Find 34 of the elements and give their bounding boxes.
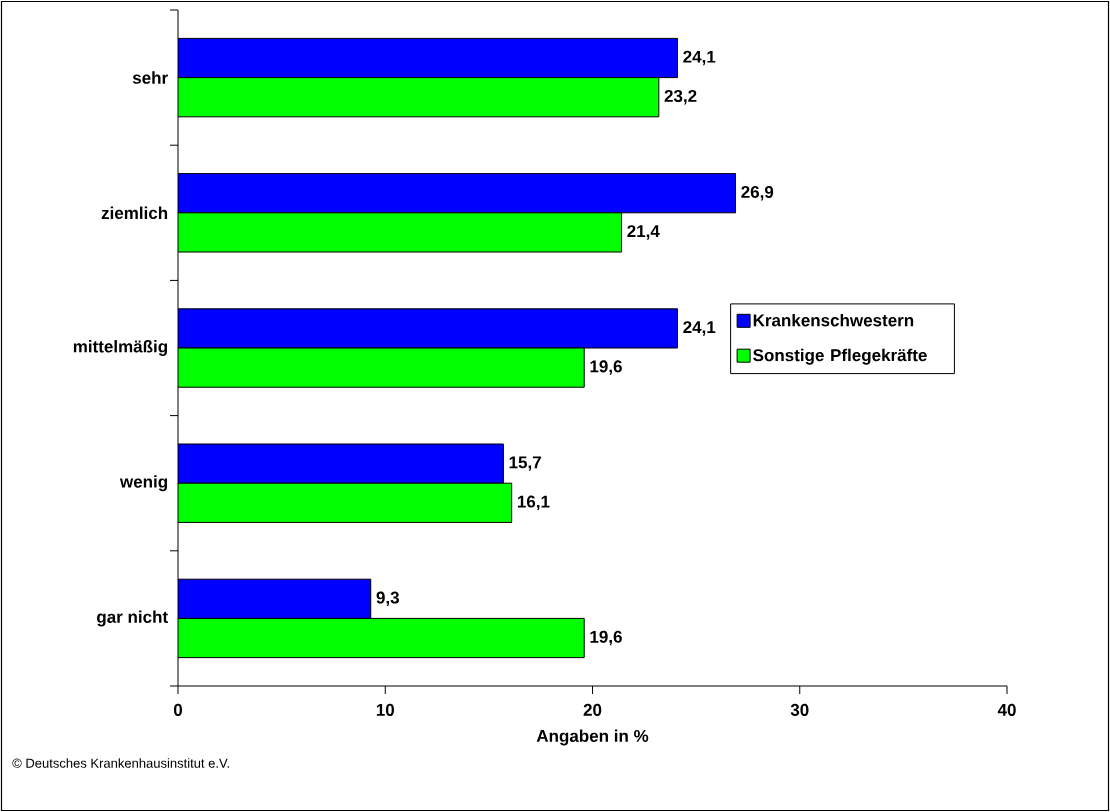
data-label: 26,9 bbox=[741, 185, 774, 201]
y-tick-label: sehr bbox=[132, 71, 168, 84]
bar bbox=[178, 308, 678, 349]
x-axis-title: Angaben in % bbox=[536, 729, 649, 746]
data-label: 19,6 bbox=[590, 630, 622, 646]
bar bbox=[178, 578, 372, 619]
y-tick-label: gar nicht bbox=[97, 610, 168, 627]
bar bbox=[178, 173, 737, 214]
data-label: 9,3 bbox=[376, 591, 399, 607]
bar bbox=[178, 443, 504, 484]
data-label: 19,6 bbox=[590, 360, 622, 375]
legend-label: Sonstige Pflegekräfte bbox=[753, 348, 927, 365]
x-tick-label: 30 bbox=[790, 703, 809, 716]
data-label: 21,4 bbox=[627, 225, 660, 240]
data-label: 15,7 bbox=[509, 456, 541, 471]
data-label: 16,1 bbox=[517, 495, 550, 511]
y-tick-label: mittelmäßig bbox=[73, 340, 167, 356]
y-tick-label: wenig bbox=[119, 475, 168, 492]
data-label: 23,2 bbox=[664, 89, 697, 105]
bar bbox=[178, 37, 678, 79]
x-tick-label: 10 bbox=[376, 703, 394, 716]
bar bbox=[178, 347, 585, 388]
legend-label: Krankenschwestern bbox=[753, 313, 914, 327]
text: © Deutsches Krankenhausinstitut e.V. bbox=[12, 758, 229, 768]
bar bbox=[178, 212, 623, 253]
bar bbox=[178, 77, 660, 118]
data-label: 24,1 bbox=[683, 321, 716, 336]
bar bbox=[178, 482, 513, 523]
bar bbox=[178, 617, 585, 659]
data-label: 24,1 bbox=[683, 50, 716, 66]
x-tick-label: 0 bbox=[173, 703, 183, 716]
y-tick-label: ziemlich bbox=[101, 206, 168, 220]
x-tick-label: 40 bbox=[997, 703, 1016, 716]
x-tick-label: 20 bbox=[583, 703, 602, 716]
